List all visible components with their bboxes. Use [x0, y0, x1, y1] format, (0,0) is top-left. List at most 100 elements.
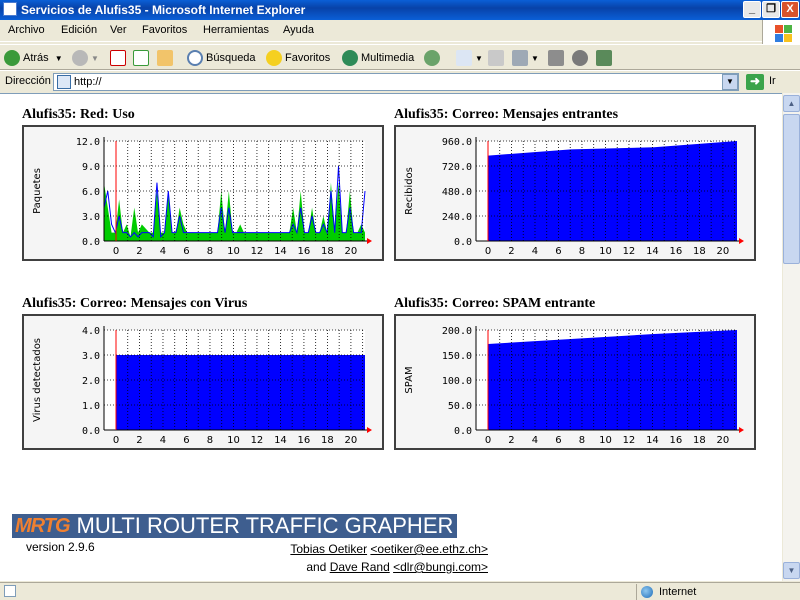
author1-link[interactable]: Tobias Oetiker: [290, 542, 368, 556]
home-button[interactable]: [157, 49, 176, 67]
x-tick-label: 14: [646, 246, 659, 257]
x-tick-label: 4: [532, 435, 538, 446]
scroll-up-icon[interactable]: ▲: [783, 95, 800, 112]
forward-dropdown-icon[interactable]: ▼: [91, 53, 99, 63]
refresh-button[interactable]: [133, 49, 152, 67]
close-button[interactable]: X: [781, 1, 799, 18]
x-tick-label: 16: [670, 246, 683, 257]
window-title-bar[interactable]: Servicios de Alufis35 - Microsoft Intern…: [0, 0, 800, 20]
discuss-icon: [548, 50, 564, 66]
edit-dropdown-icon[interactable]: ▼: [531, 53, 539, 63]
messenger-icon: [596, 50, 612, 66]
axis-arrow: [739, 427, 744, 433]
x-tick-label: 6: [555, 435, 561, 446]
x-tick-label: 20: [345, 246, 358, 257]
x-tick-label: 6: [555, 246, 561, 257]
window-title: Servicios de Alufis35 - Microsoft Intern…: [21, 3, 306, 17]
email2-link[interactable]: <dlr@bungi.com>: [393, 560, 488, 574]
x-tick-label: 4: [160, 435, 166, 446]
media-button[interactable]: Multimedia: [342, 49, 414, 67]
series-area: [116, 355, 365, 430]
back-dropdown-icon[interactable]: ▼: [54, 53, 63, 63]
graph-spam-entrante[interactable]: 200.0 150.0 100.0 50.0 0.0 0 2 4 6 8 10 12 14 16 18 20 S…: [394, 314, 756, 450]
maximize-button[interactable]: ❐: [762, 1, 780, 18]
home-icon: [157, 50, 173, 66]
edit-button[interactable]: ▼: [512, 49, 539, 67]
back-button[interactable]: Atrás ▼: [4, 49, 63, 67]
y-tick-label: 240.0: [442, 212, 472, 223]
graph-mensajes-entrantes[interactable]: 960.0 720.0 480.0 240.0 0.0 0 2 4 6 8 10 12 14 16 18 20…: [394, 125, 756, 261]
print-button[interactable]: [488, 49, 507, 67]
back-arrow-icon: [4, 50, 20, 66]
x-tick-label: 16: [298, 435, 311, 446]
menu-edicion[interactable]: Edición: [61, 24, 98, 36]
mail-button[interactable]: ▼: [456, 49, 483, 67]
go-button[interactable]: Ir: [769, 75, 776, 87]
x-tick-label: 4: [160, 246, 166, 257]
menu-archivo[interactable]: Archivo: [8, 24, 45, 36]
y-tick-label: 0.0: [82, 426, 100, 437]
x-tick-label: 6: [183, 435, 189, 446]
vertical-scrollbar[interactable]: ▲ ▼: [782, 93, 800, 581]
address-value: http://: [74, 76, 102, 88]
mail-dropdown-icon[interactable]: ▼: [475, 53, 483, 63]
forward-button[interactable]: ▼: [72, 49, 99, 67]
x-tick-label: 18: [321, 246, 334, 257]
menu-ver[interactable]: Ver: [110, 24, 127, 36]
research-button[interactable]: [572, 49, 591, 67]
x-tick-label: 10: [227, 246, 240, 257]
print-icon: [488, 50, 504, 66]
x-tick-label: 12: [251, 435, 264, 446]
author2-link[interactable]: Dave Rand: [329, 560, 390, 574]
page-content: Alufis35: Red: Uso 12.0 9.0 6.0 3.0 0.0 0 2 4 6 8…: [0, 93, 782, 581]
mrtg-logo-abbrev: MRTG: [12, 514, 73, 538]
media-icon: [342, 50, 358, 66]
x-tick-label: 10: [599, 246, 612, 257]
x-tick-label: 18: [693, 435, 706, 446]
graph-mensajes-virus[interactable]: 4.0 3.0 2.0 1.0 0.0 0 2 4 6 8 10 12 14 16 18 20 Virus de…: [22, 314, 384, 450]
star-icon: [266, 50, 282, 66]
menu-herramientas[interactable]: Herramientas: [203, 24, 270, 36]
forward-arrow-icon: [72, 50, 88, 66]
y-tick-label: 960.0: [442, 137, 472, 148]
history-button[interactable]: [424, 49, 443, 67]
mrtg-logo[interactable]: MRTG MULTI ROUTER TRAFFIC GRAPHER: [12, 514, 458, 538]
history-icon: [424, 50, 440, 66]
research-icon: [572, 50, 588, 66]
x-tick-label: 2: [508, 246, 514, 257]
x-tick-label: 4: [532, 246, 538, 257]
address-input[interactable]: http://: [53, 73, 739, 91]
favorites-button[interactable]: Favoritos: [266, 49, 330, 67]
minimize-button[interactable]: _: [743, 1, 761, 18]
y-tick-label: 6.0: [82, 187, 100, 198]
y-tick-label: 50.0: [448, 401, 472, 412]
scroll-thumb[interactable]: [783, 114, 800, 264]
address-dropdown-icon[interactable]: ▼: [722, 74, 738, 90]
refresh-icon: [133, 50, 149, 66]
go-arrow-icon[interactable]: ➜: [746, 74, 764, 90]
address-label: Dirección: [5, 75, 51, 87]
search-button[interactable]: Búsqueda: [187, 49, 256, 67]
menu-ayuda[interactable]: Ayuda: [283, 24, 314, 36]
graph-red-uso[interactable]: 12.0 9.0 6.0 3.0 0.0 0 2 4 6 8 10 12 14 16 18 20 Paquete…: [22, 125, 384, 261]
search-icon: [187, 50, 203, 66]
x-tick-label: 12: [251, 246, 264, 257]
x-tick-label: 8: [579, 246, 585, 257]
x-tick-label: 20: [717, 246, 730, 257]
axis-arrow: [739, 238, 744, 244]
stop-button[interactable]: [110, 49, 129, 67]
status-bar: Internet: [0, 582, 800, 600]
menu-favoritos[interactable]: Favoritos: [142, 24, 188, 36]
x-tick-label: 14: [274, 246, 287, 257]
email1-link[interactable]: <oetiker@ee.ethz.ch>: [370, 542, 488, 556]
axis-arrow: [367, 427, 372, 433]
scroll-down-icon[interactable]: ▼: [783, 562, 800, 579]
discuss-button[interactable]: [548, 49, 567, 67]
favorites-label: Favoritos: [285, 52, 331, 64]
x-tick-label: 0: [485, 435, 491, 446]
x-tick-label: 18: [321, 435, 334, 446]
back-label: Atrás: [23, 52, 49, 64]
messenger-button[interactable]: [596, 49, 615, 67]
ie-app-icon: [3, 2, 17, 16]
plot-area: [104, 141, 365, 241]
